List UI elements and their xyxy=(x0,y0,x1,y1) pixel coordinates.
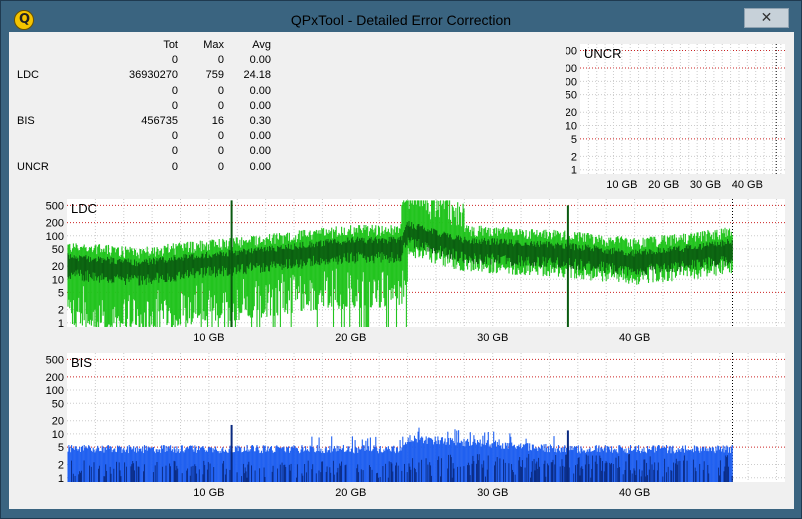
plot-background xyxy=(580,44,785,174)
x-tick-label: 30 GB xyxy=(690,179,721,191)
stats-cell: 0.00 xyxy=(249,54,271,67)
title-bar[interactable]: Q QPxTool - Detailed Error Correction ✕ xyxy=(1,1,801,39)
stats-cell: LDC xyxy=(17,69,40,82)
y-tick-label: 5 xyxy=(58,287,64,299)
stats-cell: 0 xyxy=(171,54,178,67)
y-tick-label: 200 xyxy=(46,218,64,230)
stats-row: 0 0 0.00 xyxy=(15,144,275,159)
x-tick-label: 30 GB xyxy=(477,487,508,499)
stats-cell: 16 xyxy=(211,114,224,127)
stats-cell: 0 xyxy=(217,160,224,173)
stats-header-cell: Max xyxy=(203,39,224,51)
x-tick-label: 30 GB xyxy=(477,332,508,344)
stats-cell: 0 xyxy=(171,99,178,112)
y-tick-label: 200 xyxy=(566,63,577,75)
stats-cell: 0.00 xyxy=(249,99,271,112)
stats-header-cell: Avg xyxy=(252,39,271,51)
stats-cell: 0.00 xyxy=(249,84,271,97)
y-tick-label: 200 xyxy=(46,372,64,384)
close-button[interactable]: ✕ xyxy=(744,8,789,28)
chart-title: UNCR xyxy=(584,46,622,61)
stats-cell: 759 xyxy=(205,69,224,82)
stats-row: 0 0 0.00 xyxy=(15,129,275,144)
y-tick-label: 10 xyxy=(566,121,577,133)
y-tick-label: 20 xyxy=(566,107,577,119)
data-series xyxy=(67,424,733,482)
x-tick-label: 10 GB xyxy=(606,179,637,191)
stats-cell: UNCR xyxy=(17,160,49,173)
qpxtool-q-icon: Q xyxy=(14,10,34,30)
stats-cell: 0.00 xyxy=(249,145,271,158)
x-tick-label: 10 GB xyxy=(193,332,224,344)
y-tick-label: 2 xyxy=(58,305,64,317)
y-tick-label: 2 xyxy=(571,151,577,163)
y-tick-label: 2 xyxy=(58,460,64,472)
stats-cell: 0 xyxy=(171,160,178,173)
y-tick-label: 1 xyxy=(571,165,577,177)
client-area: Tot Max Avg 0 0 0.00 LDC 36930270 759 24.18 0 0 0.00… xyxy=(9,32,794,509)
y-tick-label: 10 xyxy=(52,274,64,286)
y-tick-label: 20 xyxy=(52,416,64,428)
chart-title: LDC xyxy=(71,201,97,216)
stats-table: Tot Max Avg 0 0 0.00 LDC 36930270 759 24.18 0 0 0.00… xyxy=(15,38,275,175)
stats-row: LDC 36930270 759 24.18 xyxy=(15,68,275,83)
stats-cell: BIS xyxy=(17,114,35,127)
y-tick-label: 50 xyxy=(566,90,577,102)
y-tick-label: 1 xyxy=(58,473,64,485)
stats-row: 0 0 0.00 xyxy=(15,53,275,68)
stats-row: BIS 456735 16 0.30 xyxy=(15,114,275,129)
stats-cell: 0 xyxy=(217,145,224,158)
chart-title: BIS xyxy=(71,355,92,370)
stats-row: 0 0 0.00 xyxy=(15,84,275,99)
stats-cell: 0 xyxy=(217,84,224,97)
stats-cell: 0.30 xyxy=(249,114,271,127)
data-series xyxy=(67,200,733,327)
y-tick-label: 5 xyxy=(571,134,577,146)
y-tick-label: 100 xyxy=(46,385,64,397)
y-tick-label: 100 xyxy=(566,76,577,88)
stats-cell: 0.00 xyxy=(249,130,271,143)
y-tick-label: 10 xyxy=(52,429,64,441)
y-tick-label: 500 xyxy=(566,45,577,57)
y-tick-label: 1 xyxy=(58,318,64,330)
y-tick-label: 50 xyxy=(52,244,64,256)
x-tick-label: 40 GB xyxy=(732,179,763,191)
stats-row: UNCR 0 0 0.00 xyxy=(15,160,275,175)
x-tick-label: 20 GB xyxy=(335,332,366,344)
stats-row: 0 0 0.00 xyxy=(15,99,275,114)
y-tick-label: 50 xyxy=(52,398,64,410)
stats-cell: 0 xyxy=(171,130,178,143)
stats-cell: 0 xyxy=(217,99,224,112)
y-tick-label: 500 xyxy=(46,200,64,212)
y-tick-label: 500 xyxy=(46,354,64,366)
window-title: QPxTool - Detailed Error Correction xyxy=(290,12,512,28)
y-tick-label: 20 xyxy=(52,261,64,273)
stats-cell: 456735 xyxy=(141,114,178,127)
stats-cell: 0 xyxy=(217,54,224,67)
stats-header-row: Tot Max Avg xyxy=(15,38,275,53)
y-tick-label: 100 xyxy=(46,231,64,243)
stats-cell: 0.00 xyxy=(249,160,271,173)
stats-cell: 0 xyxy=(171,145,178,158)
x-tick-label: 40 GB xyxy=(619,487,650,499)
stats-cell: 0 xyxy=(217,130,224,143)
x-tick-label: 40 GB xyxy=(619,332,650,344)
x-tick-label: 20 GB xyxy=(648,179,679,191)
stats-cell: 36930270 xyxy=(129,69,178,82)
x-tick-label: 20 GB xyxy=(335,487,366,499)
stats-header-cell: Tot xyxy=(163,39,178,51)
x-tick-label: 10 GB xyxy=(193,487,224,499)
stats-cell: 0 xyxy=(171,84,178,97)
y-tick-label: 5 xyxy=(58,442,64,454)
stats-cell: 24.18 xyxy=(243,69,271,82)
